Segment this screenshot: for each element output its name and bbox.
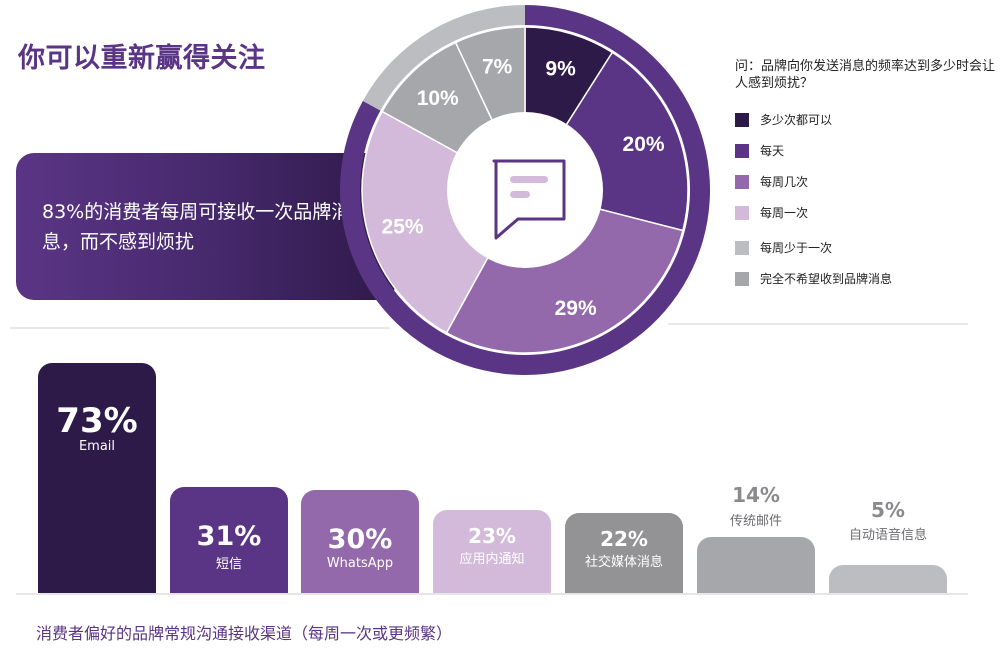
legend-label: 每周几次 — [760, 175, 809, 189]
legend-label: 多少次都可以 — [760, 113, 833, 127]
legend-swatch-icon — [735, 240, 749, 255]
chat-bubble-icon — [492, 159, 566, 240]
legend-swatch-icon — [735, 174, 749, 189]
outer-ring-gray — [362, 5, 525, 111]
divider-left — [10, 327, 390, 329]
bar-label: 传统邮件 — [729, 514, 782, 529]
legend-item: 每周一次 — [735, 197, 995, 228]
bar-value: 73% — [56, 401, 138, 441]
stat-callout: 83%的消费者每周可接收一次品牌消息，而不感到烦扰 — [16, 153, 396, 300]
pie-legend: 问：品牌向你发送消息的频率达到多少时会让人感到烦扰？ 多少次都可以 每天每周几次每… — [735, 58, 995, 294]
bar-应用内通知: 23% 应用内通知 — [433, 510, 551, 594]
bar-label: 自动语音信息 — [848, 528, 927, 543]
bar-value: 14% — [732, 483, 780, 507]
bar-WhatsApp: 30% WhatsApp — [301, 490, 419, 594]
callout-text: 83%的消费者每周可接收一次品牌消息，而不感到烦扰 — [42, 201, 351, 253]
page-title: 你可以重新赢得关注 — [18, 43, 266, 74]
bar-自动语音信息 — [829, 565, 947, 594]
bar-value: 31% — [196, 521, 262, 552]
bar-社交媒体消息: 22% 社交媒体消息 — [565, 513, 683, 594]
legend-label: 每周少于一次 — [760, 241, 833, 255]
pie-slice-label: 9% — [545, 58, 576, 81]
pie-svg: 9% 20% 29% 25% 10% 7% — [340, 5, 710, 375]
legend-question: 问：品牌向你发送消息的频率达到多少时会让人感到烦扰？ — [735, 59, 996, 91]
bar-label: WhatsApp — [326, 556, 394, 571]
pie-slice-label: 25% — [382, 216, 424, 239]
bar-baseline — [16, 593, 968, 595]
pie-slice-label: 10% — [417, 87, 459, 110]
bar-label: Email — [78, 439, 116, 454]
legend-label: 每天 — [760, 144, 785, 158]
legend-label: 每周一次 — [760, 206, 809, 220]
frequency-pie-chart: 9% 20% 29% 25% 10% 7% — [340, 5, 710, 375]
bar-label: 社交媒体消息 — [584, 555, 663, 570]
legend-item: 多少次都可以 — [735, 104, 995, 135]
legend-item: 每天 — [735, 135, 995, 166]
legend-item: 每周几次 — [735, 166, 995, 197]
bar-传统邮件 — [697, 537, 815, 594]
pie-slice-label: 7% — [482, 56, 513, 79]
bar-value: 22% — [600, 527, 648, 551]
legend-swatch-icon — [735, 205, 749, 220]
bar-value: 23% — [468, 524, 516, 548]
pie-slice-label: 20% — [623, 133, 665, 156]
pie-slice-label: 29% — [555, 297, 597, 320]
legend-label: 完全不希望收到品牌消息 — [760, 272, 893, 286]
bar-短信: 31% 短信 — [170, 487, 288, 594]
chart-caption: 消费者偏好的品牌常规沟通接收渠道（每周一次或更频繁） — [36, 624, 453, 643]
bar-label: 短信 — [215, 557, 242, 572]
bar-value: 5% — [871, 498, 905, 522]
legend-swatch-icon — [735, 112, 749, 127]
legend-swatch-icon — [735, 271, 749, 286]
bar-label: 应用内通知 — [459, 552, 525, 567]
divider-right — [668, 323, 968, 325]
legend-swatch-icon — [735, 143, 749, 158]
bar-Email: 73% Email — [38, 363, 156, 594]
legend-item: 完全不希望收到品牌消息 — [735, 263, 995, 294]
bar-value: 30% — [327, 524, 393, 555]
legend-item: 每周少于一次 — [735, 232, 995, 263]
